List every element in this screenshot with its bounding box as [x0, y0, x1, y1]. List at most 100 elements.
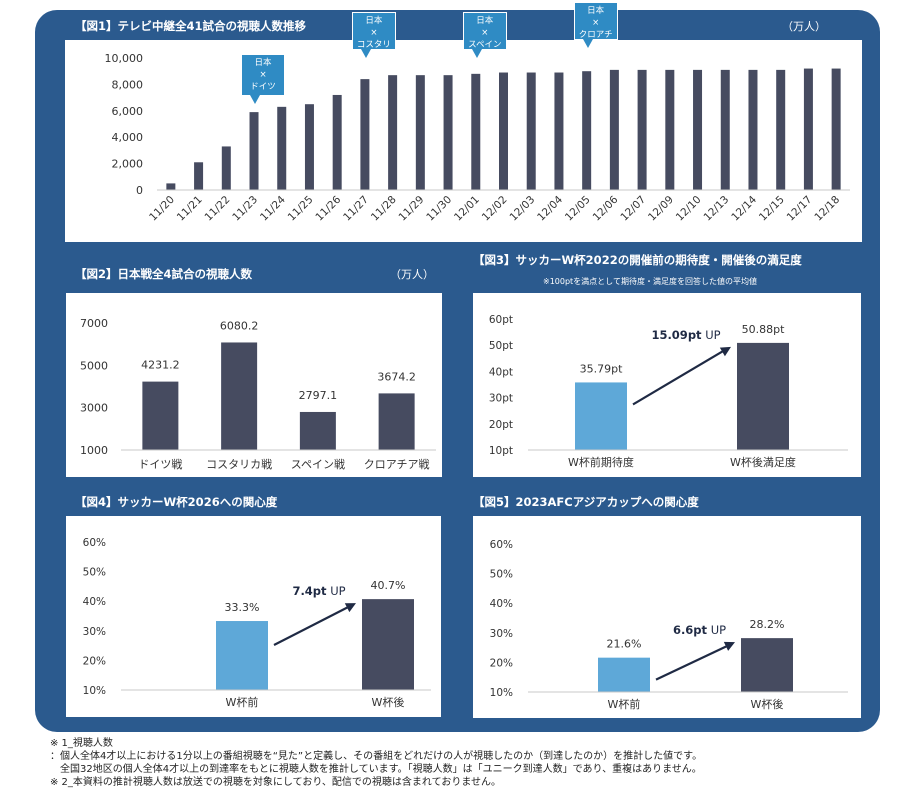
y-tick-label: 20%: [83, 655, 106, 667]
fig4-title: 【図4】サッカーW杯2026への関心度: [75, 495, 278, 509]
y-tick-label: 0: [136, 184, 143, 197]
callout-text: ×: [481, 28, 489, 38]
x-tick-label: 12/03: [507, 194, 537, 224]
y-tick-label: 10%: [490, 687, 513, 699]
fig4-chart: 60% 50% 40% 30% 20% 10% 33.3% W杯前 40.7% W杯後 7.4pt …: [83, 537, 431, 709]
bar: [378, 393, 415, 450]
x-tick-label: W杯後: [372, 695, 405, 709]
y-tick-label: 5000: [80, 359, 108, 372]
fig2-chart: 7000 5000 3000 1000 4231.2 ドイツ戦 6080.2 コスタリカ戦 27…: [80, 317, 436, 471]
y-tick-label: 4,000: [112, 131, 144, 144]
x-tick-label: 12/06: [591, 193, 621, 223]
data-label: 4231.2: [141, 359, 180, 372]
x-tick-label: 11/30: [424, 194, 454, 224]
y-tick-label: 60%: [490, 539, 513, 551]
callout-text: 日本: [476, 16, 494, 26]
bar: [277, 106, 287, 190]
x-tick-label: 12/15: [757, 194, 787, 224]
bar: [194, 162, 204, 190]
data-label: 3674.2: [377, 370, 416, 383]
increase-value: 7.4pt: [292, 584, 327, 598]
x-tick-label: 12/02: [480, 194, 510, 224]
callout-text: コスタリカ: [356, 40, 391, 62]
y-tick-label: 20pt: [489, 419, 513, 431]
bar: [362, 599, 414, 690]
data-label: 21.6%: [607, 638, 642, 651]
x-tick-label: 12/05: [563, 194, 593, 224]
data-label: 28.2%: [750, 618, 785, 631]
bar: [360, 79, 370, 190]
bar: [582, 71, 592, 190]
fig3-chart: 60pt 50pt 40pt 30pt 20pt 10pt 35.79pt W杯前期待度 50.…: [489, 314, 848, 469]
increase-value: 15.09pt: [651, 328, 702, 342]
fig1-card: 10,000 8,000 6,000 4,000 2,000 0 11/20 11/21 11/…: [65, 40, 862, 242]
x-tick-label: 11/20: [147, 194, 177, 224]
fig3-card: 60pt 50pt 40pt 30pt 20pt 10pt 35.79pt W杯前期待度 50.…: [473, 293, 861, 477]
footnote-line: ※ 1_視聴人数: [50, 738, 113, 749]
up-arrow-head: [344, 603, 356, 613]
increase-annotation: 7.4pt UP: [292, 584, 345, 598]
bar: [665, 69, 675, 190]
x-tick-label: 11/24: [258, 193, 288, 223]
x-tick-label: 11/25: [286, 194, 316, 224]
bar: [142, 381, 179, 450]
y-tick-label: 50%: [490, 569, 513, 581]
x-tick-label: 12/07: [618, 194, 648, 224]
x-tick-label: W杯前: [608, 697, 641, 711]
x-tick-label: 11/23: [230, 194, 260, 224]
x-tick-label: W杯前: [226, 695, 259, 709]
bar: [803, 68, 813, 190]
footnote-line: ※ 2_本資料の推計視聴人数は放送での視聴を対象にしており、配信での視聴は含まれ…: [50, 777, 502, 788]
bar: [693, 69, 703, 190]
x-tick-label: 11/21: [175, 194, 205, 224]
y-tick-label: 40%: [490, 598, 513, 610]
bar: [737, 342, 789, 450]
y-tick-label: 3000: [80, 402, 108, 415]
bar: [166, 183, 176, 190]
bar: [499, 72, 508, 190]
report-panel: 【図1】テレビ中継全41試合の視聴人数推移 （万人） 10,000 8,000 6,…: [35, 2, 880, 732]
increase-annotation: 15.09pt UP: [651, 328, 720, 342]
callout-text: クロアチア: [578, 30, 613, 52]
bar: [471, 73, 481, 190]
bar: [304, 104, 314, 190]
x-tick-label: W杯後: [751, 697, 784, 711]
data-label: 2797.1: [299, 389, 338, 402]
bar: [598, 657, 650, 692]
fig4-card: 60% 50% 40% 30% 20% 10% 33.3% W杯前 40.7% W杯後 7.4pt …: [66, 516, 441, 717]
x-tick-label: 11/29: [397, 194, 427, 224]
fig2-title: 【図2】日本戦全4試合の視聴人数: [75, 267, 253, 281]
y-tick-label: 10pt: [489, 445, 513, 457]
bar: [554, 72, 564, 190]
x-tick-label: コスタリカ戦: [206, 458, 272, 471]
data-label: 50.88pt: [742, 323, 785, 336]
y-tick-label: 10,000: [105, 52, 144, 65]
bar: [637, 69, 647, 190]
bar: [249, 112, 259, 190]
y-tick-label: 40pt: [489, 366, 513, 378]
bar: [221, 146, 231, 190]
x-tick-label: W杯後満足度: [730, 455, 796, 469]
bar: [332, 94, 342, 190]
x-tick-label: 11/26: [313, 193, 343, 223]
fig1-unit: （万人）: [782, 20, 826, 33]
bar: [609, 69, 619, 190]
y-tick-label: 20%: [490, 657, 513, 669]
match-callout: 日本 × ドイツ: [241, 54, 286, 104]
y-tick-label: 40%: [83, 596, 106, 608]
x-tick-label: 11/27: [341, 194, 371, 224]
fig3-subtitle: ※100ptを満点として期待度・満足度を回答した値の平均値: [543, 277, 757, 286]
fig2-card: 7000 5000 3000 1000 4231.2 ドイツ戦 6080.2 コスタリカ戦 27…: [66, 293, 442, 477]
match-callout: 日本 × コスタリカ: [351, 12, 396, 62]
fig5-card: 60% 50% 40% 30% 20% 10% 21.6% W杯前 28.2% W杯後 6.6pt …: [473, 516, 861, 718]
callout-text: ×: [592, 18, 600, 28]
y-tick-label: 50pt: [489, 340, 513, 352]
callout-text: ×: [259, 70, 267, 80]
footnotes: ※ 1_視聴人数 ：個人全体4才以上における1分以上の番組視聴を“見た”と定義し…: [50, 737, 890, 789]
bar: [748, 69, 758, 190]
up-arrow: [632, 348, 726, 406]
increase-annotation: 6.6pt UP: [673, 623, 726, 637]
bar: [831, 68, 841, 190]
bar: [299, 411, 336, 450]
callout-text: 日本: [365, 16, 383, 26]
